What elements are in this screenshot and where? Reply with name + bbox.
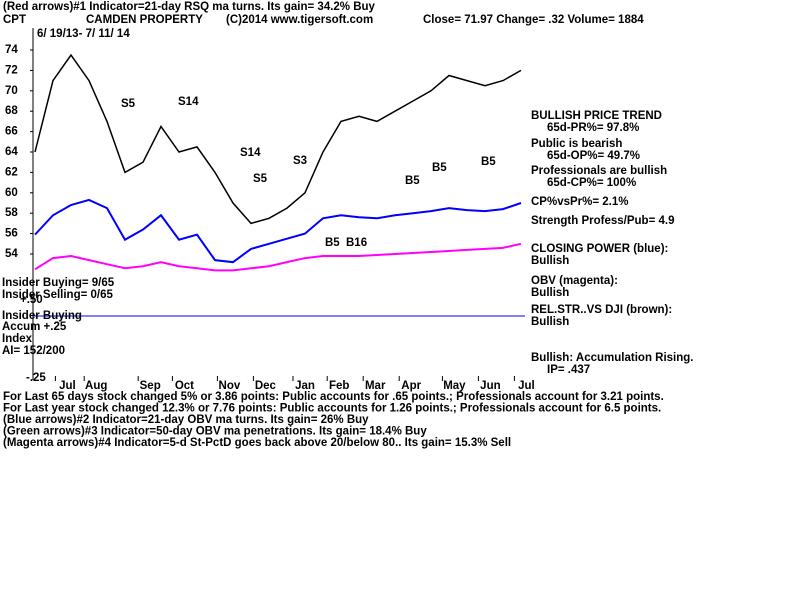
left-label: +.50 (20, 294, 43, 306)
right-label: Bullish (531, 316, 569, 328)
y-tick-label: 60 (5, 187, 18, 199)
footer-line: (Blue arrows)#2 Indicator=21-day OBV ma … (3, 414, 369, 426)
right-label: Bullish (531, 255, 569, 267)
y-tick-label: 66 (5, 126, 18, 138)
x-tick-label: Oct (175, 380, 194, 392)
quote: Close= 71.97 Change= .32 Volume= 1884 (423, 14, 644, 26)
right-label: Bullish (531, 287, 569, 299)
footer-line: (Magenta arrows)#4 Indicator=5-d St-PctD… (3, 437, 511, 449)
copyright: (C)2014 www.tigersoft.com (226, 14, 373, 26)
right-label: BULLISH PRICE TREND (531, 110, 662, 122)
left-label: Insider Buying= 9/65 (2, 277, 115, 289)
annotation: S5 (253, 173, 268, 185)
left-label: -.25 (26, 372, 46, 384)
right-label: IP= .437 (547, 364, 590, 376)
right-label: 65d-PR%= 97.8% (547, 122, 639, 134)
footer-line: (Green arrows)#3 Indicator=50-day OBV ma… (3, 426, 427, 438)
x-tick-label: Jul (59, 380, 76, 392)
x-tick-label: Feb (329, 380, 349, 392)
right-label: REL.STR..VS DJI (brown): (531, 304, 672, 316)
y-tick-label: 54 (5, 248, 18, 260)
x-tick-label: Jun (480, 380, 500, 392)
x-tick-label: Nov (219, 380, 241, 392)
y-tick-label: 58 (5, 207, 18, 219)
right-label: OBV (magenta): (531, 275, 618, 287)
annotation: B16 (346, 237, 367, 249)
x-tick-label: Dec (255, 380, 277, 392)
y-tick-label: 64 (5, 146, 18, 158)
series-line (34, 53, 522, 225)
right-label: 65d-OP%= 49.7% (547, 150, 640, 162)
annotation: B5 (405, 175, 420, 187)
x-tick-label: Apr (401, 380, 421, 392)
right-label: Strength Profess/Pub= 4.9 (531, 215, 674, 227)
annotation: B5 (325, 237, 340, 249)
annotation: B5 (481, 156, 496, 168)
y-tick-label: 70 (5, 85, 18, 97)
ticker: CPT (3, 14, 26, 26)
x-tick-label: Mar (365, 380, 386, 392)
right-label: CP%vsPr%= 2.1% (531, 196, 629, 208)
annotation: S5 (121, 98, 136, 110)
right-label: CLOSING POWER (blue): (531, 243, 668, 255)
x-tick-label: Jan (295, 380, 315, 392)
series-line (34, 198, 522, 264)
y-tick-label: 62 (5, 166, 18, 178)
annotation: S3 (293, 155, 307, 167)
left-label: Accum +.25 (2, 321, 67, 333)
date-range: 6/ 19/13- 7/ 11/ 14 (37, 28, 130, 40)
right-label: Professionals are bullish (531, 165, 667, 177)
right-label: Public is bearish (531, 138, 622, 150)
x-tick-label: Jul (518, 380, 535, 392)
annotation: S14 (178, 96, 199, 108)
y-tick-label: 56 (5, 228, 18, 240)
series-line (34, 242, 522, 272)
y-tick-label: 68 (5, 105, 18, 117)
company: CAMDEN PROPERTY (86, 14, 203, 26)
x-tick-label: May (443, 380, 466, 392)
header-line: (Red arrows)#1 Indicator=21-day RSQ ma t… (3, 1, 376, 13)
left-label: Index (2, 333, 33, 345)
footer-line: For Last year stock changed 12.3% or 7.7… (3, 403, 661, 415)
x-tick-label: Sep (140, 380, 161, 392)
left-label: Insider Buying (2, 310, 82, 322)
right-label: 65d-CP%= 100% (547, 177, 636, 189)
y-tick-label: 74 (5, 44, 18, 56)
x-tick-label: Aug (85, 380, 107, 392)
left-label: Insider Selling= 0/65 (2, 289, 113, 301)
left-label: AI= 152/200 (2, 345, 65, 357)
y-tick-label: 72 (5, 64, 18, 76)
annotation: S14 (240, 147, 261, 159)
right-label: Bullish: Accumulation Rising. (531, 352, 694, 364)
footer-line: For Last 65 days stock changed 5% or 3.8… (3, 391, 664, 403)
annotation: B5 (432, 162, 447, 174)
